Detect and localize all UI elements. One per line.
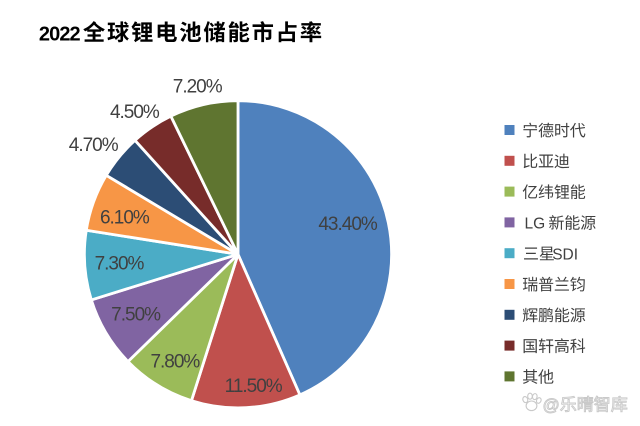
- svg-text:@: @: [543, 395, 560, 414]
- svg-text:2022: 2022: [39, 23, 81, 45]
- svg-text:11.50%: 11.50%: [225, 376, 283, 397]
- svg-text:7.30%: 7.30%: [95, 254, 145, 275]
- svg-text:SDI: SDI: [552, 246, 578, 263]
- svg-text:7.20%: 7.20%: [173, 77, 223, 98]
- svg-text:4.50%: 4.50%: [110, 102, 160, 123]
- svg-text:43.40%: 43.40%: [318, 214, 378, 235]
- svg-text:LG: LG: [525, 216, 546, 233]
- svg-text:4.70%: 4.70%: [69, 135, 119, 156]
- svg-text:7.50%: 7.50%: [111, 305, 161, 326]
- svg-text:7.80%: 7.80%: [150, 352, 200, 373]
- svg-text:6.10%: 6.10%: [100, 207, 150, 228]
